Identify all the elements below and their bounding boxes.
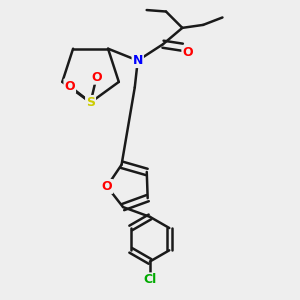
Text: S: S: [86, 96, 95, 109]
Text: O: O: [91, 71, 102, 84]
Text: N: N: [133, 54, 143, 67]
Text: O: O: [182, 46, 193, 59]
Text: O: O: [102, 180, 112, 193]
Text: O: O: [64, 80, 75, 93]
Text: Cl: Cl: [143, 273, 157, 286]
